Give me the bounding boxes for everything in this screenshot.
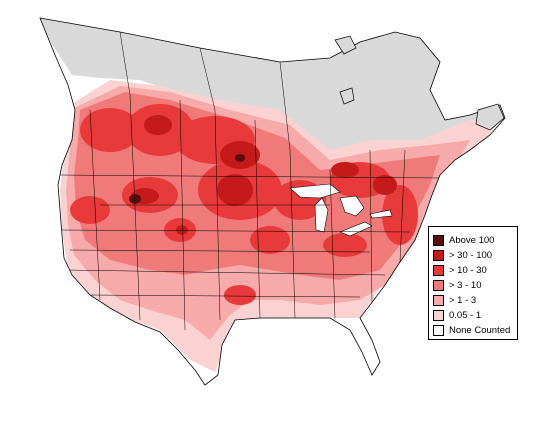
legend-label: > 1 - 3 [449, 294, 477, 306]
legend-label: > 10 - 30 [449, 264, 487, 276]
legend-swatch [433, 294, 444, 306]
legend-label: 0.05 - 1 [449, 309, 482, 321]
legend-item: > 10 - 30 [433, 263, 487, 277]
legend-item: > 30 - 100 [433, 248, 492, 262]
legend-item: Above 100 [433, 233, 494, 247]
legend-label: Above 100 [449, 234, 495, 246]
legend-label: > 30 - 100 [449, 249, 493, 261]
legend-swatch [433, 249, 444, 261]
map-legend: Above 100 > 30 - 100 > 10 - 30 > 3 - 10 > 1 … [428, 226, 518, 340]
state-borders [59, 31, 441, 331]
legend-item: > 1 - 3 [433, 293, 476, 307]
legend-swatch [433, 324, 444, 336]
abundance-above-100 [129, 154, 245, 204]
legend-item: 0.05 - 1 [433, 308, 481, 322]
abundance-layer [40, 18, 505, 372]
legend-label: > 3 - 10 [449, 279, 482, 291]
legend-swatch [433, 309, 444, 321]
legend-swatch [433, 279, 444, 291]
island-outline [475, 103, 505, 131]
legend-swatch [433, 264, 444, 276]
great-lakes [289, 183, 393, 237]
island-outline [339, 87, 355, 105]
island-outline [334, 35, 357, 55]
legend-item: None Counted [433, 323, 510, 337]
legend-swatch [433, 234, 444, 246]
legend-item: > 3 - 10 [433, 278, 481, 292]
legend-label: None Counted [449, 324, 511, 336]
